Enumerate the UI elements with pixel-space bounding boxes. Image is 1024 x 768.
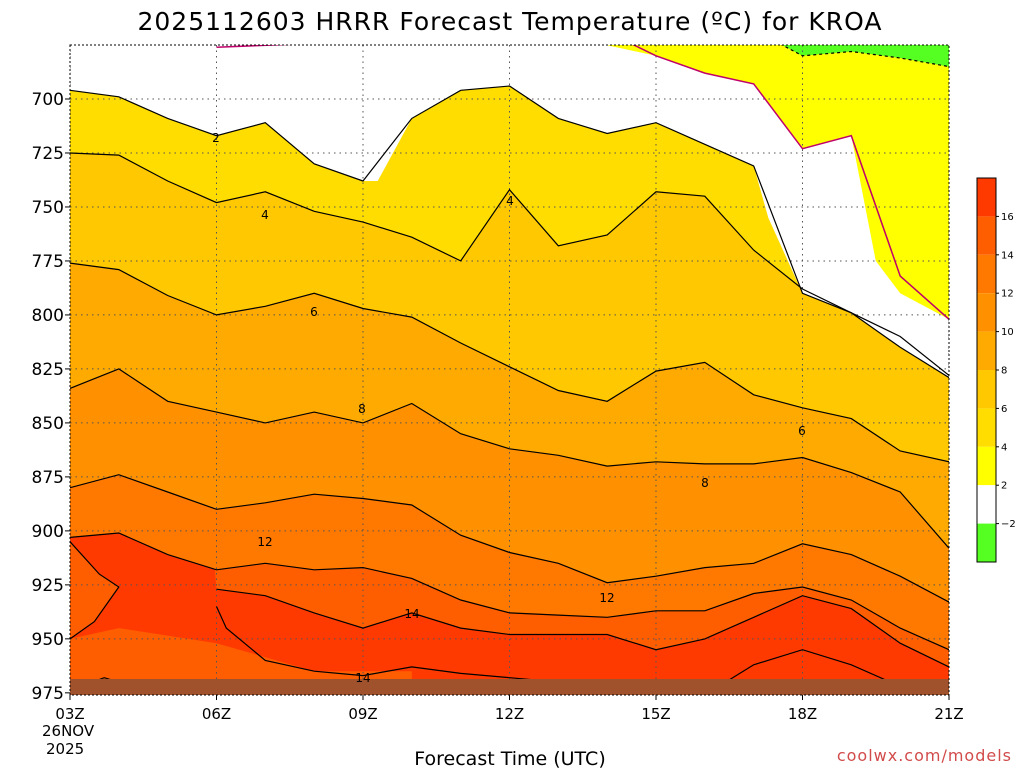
x-tick-label: 06Z — [202, 705, 231, 723]
x-tick-label: 21Z — [934, 705, 963, 723]
y-tick-label: 975 — [32, 684, 64, 704]
colorbar-swatch — [977, 485, 996, 524]
colorbar-swatch — [977, 216, 996, 255]
colorbar-swatch — [977, 331, 996, 370]
contour-label-14a: 14 — [404, 607, 419, 621]
contour-label-12a: 12 — [257, 535, 272, 549]
isotherm-12 — [70, 532, 949, 651]
x-tick-label: 18Z — [788, 705, 817, 723]
contour-label-8b: 8 — [701, 476, 709, 490]
colorbar-swatch — [977, 293, 996, 332]
x-tick-label: 12Z — [495, 705, 524, 723]
y-axis: 700 725 750 775 800 825 850 875 900 925 950 975 — [32, 90, 70, 704]
y-tick-label: 725 — [32, 144, 64, 164]
y-tick-label: 750 — [32, 198, 64, 218]
isotherm-8 — [70, 368, 949, 549]
isotherm--2 — [780, 45, 949, 68]
isotherm-2 — [70, 85, 949, 379]
isotherm-4 — [70, 152, 949, 376]
isotherm-6 — [70, 262, 949, 463]
temperature-bands — [70, 45, 949, 695]
colorbar-label: 10 — [1001, 327, 1014, 338]
contour-label-14b: 14 — [355, 671, 370, 685]
y-tick-label: 950 — [32, 630, 64, 650]
colorbar-swatch — [977, 523, 996, 562]
colorbar-swatch — [977, 408, 996, 447]
contour-labels: 2 4 4 6 6 8 8 12 12 14 14 — [212, 131, 806, 685]
y-tick-label: 925 — [32, 576, 64, 596]
colorbar-swatch — [977, 254, 996, 294]
band-lt-neg2 — [782, 45, 949, 67]
x-axis-label: Forecast Time (UTC) — [414, 748, 605, 768]
contour-label-12b: 12 — [599, 591, 614, 605]
chart-title: 2025112603 HRRR Forecast Temperature (ºC… — [137, 7, 882, 36]
colorbar-label: −2 — [1001, 519, 1016, 530]
x-date-line2: 2025 — [46, 740, 84, 758]
colorbar: 16 14 12 10 8 6 4 2 −2 — [976, 177, 1016, 563]
x-tick-label: 09Z — [348, 705, 377, 723]
y-tick-label: 875 — [32, 468, 64, 488]
y-tick-label: 800 — [32, 306, 64, 326]
x-axis: 03Z 06Z 09Z 12Z 15Z 18Z 21Z — [55, 695, 964, 723]
y-tick-label: 700 — [32, 90, 64, 110]
contour-label-6b: 6 — [798, 424, 806, 438]
band-14-16-left — [70, 541, 119, 639]
contour-label-4b: 4 — [506, 194, 514, 208]
contour-label-6a: 6 — [310, 305, 318, 319]
colorbar-label: 14 — [1001, 250, 1014, 261]
isotherm-14 — [216, 588, 949, 668]
colorbar-label: 2 — [1001, 481, 1007, 492]
credit-text: coolwx.com/models — [837, 746, 1012, 765]
y-tick-label: 900 — [32, 522, 64, 542]
x-date-line1: 26NOV — [42, 722, 95, 740]
isotherm-10 — [70, 474, 949, 603]
isotherm-14-left — [70, 541, 120, 640]
ground-strip — [70, 679, 949, 695]
plot-area — [70, 45, 949, 695]
colorbar-swatch — [977, 370, 996, 409]
colorbar-swatch — [977, 446, 996, 486]
contour-label-8a: 8 — [358, 402, 366, 416]
colorbar-label: 16 — [1001, 212, 1014, 223]
y-tick-label: 825 — [32, 360, 64, 380]
x-tick-label: 15Z — [641, 705, 670, 723]
grid-lines — [70, 45, 949, 695]
colorbar-label: 8 — [1001, 366, 1007, 377]
band-14-16-base — [70, 628, 412, 695]
y-tick-label: 775 — [32, 252, 64, 272]
y-tick-label: 850 — [32, 414, 64, 434]
colorbar-swatch — [977, 178, 996, 217]
colorbar-label: 6 — [1001, 404, 1007, 415]
colorbar-label: 12 — [1001, 289, 1014, 300]
x-tick-label: 03Z — [55, 705, 84, 723]
contour-label-2: 2 — [212, 131, 220, 145]
colorbar-label: 4 — [1001, 442, 1007, 453]
contour-label-4a: 4 — [261, 208, 269, 222]
isotherm-0 — [216, 45, 949, 320]
band-neg2-2 — [70, 45, 949, 378]
